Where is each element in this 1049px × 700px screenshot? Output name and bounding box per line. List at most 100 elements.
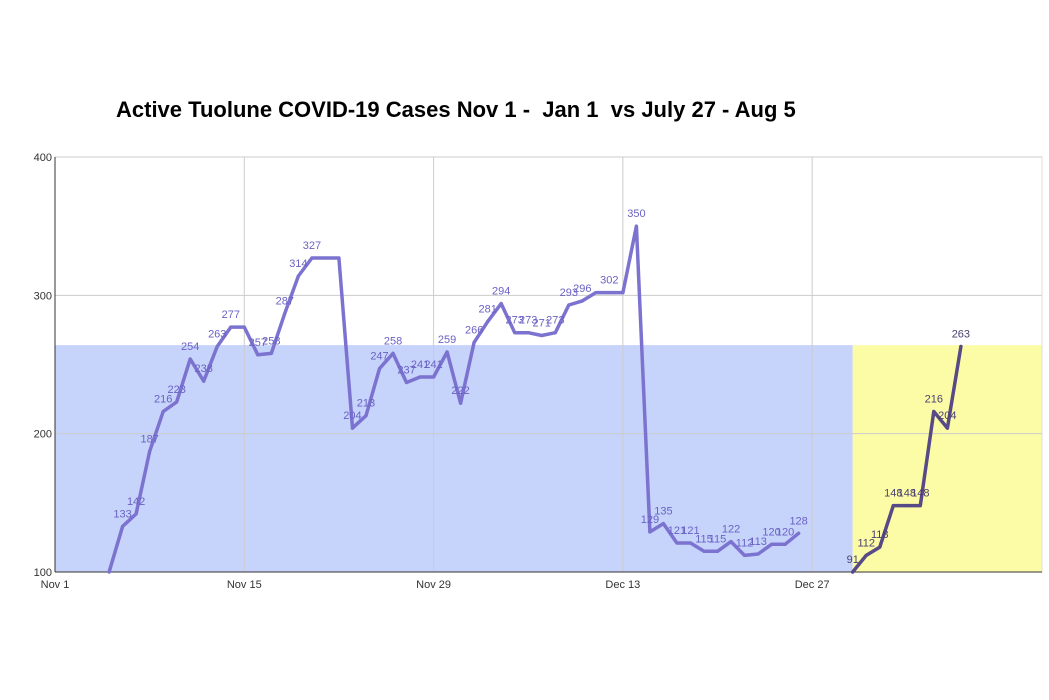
data-point-0-46 <box>729 539 733 544</box>
data-label-1-2: 118 <box>871 529 889 541</box>
data-point-0-36 <box>594 290 598 295</box>
data-point-1-5 <box>918 504 922 508</box>
data-point-0-2 <box>134 512 138 516</box>
x-tick-label-1: Nov 15 <box>227 579 262 591</box>
data-point-0-11 <box>256 353 260 357</box>
data-point-0-22 <box>404 380 409 385</box>
data-label-0-31: 273 <box>519 315 537 327</box>
data-point-0-41 <box>661 521 666 526</box>
data-label-0-3: 187 <box>140 434 158 446</box>
x-tick-label-2: Nov 29 <box>416 579 451 591</box>
x-tick-label-0: Nov 1 <box>41 579 70 591</box>
data-point-0-21 <box>391 351 395 356</box>
data-point-0-51 <box>797 531 801 535</box>
data-point-0-44 <box>702 549 706 553</box>
data-point-0-17 <box>337 256 341 260</box>
data-point-0-27 <box>472 340 476 344</box>
data-point-1-1 <box>864 553 868 558</box>
data-label-0-9: 277 <box>222 309 240 321</box>
data-label-0-44: 115 <box>695 533 713 545</box>
data-point-1-4 <box>905 504 909 508</box>
data-label-0-21: 258 <box>384 335 402 347</box>
data-point-0-24 <box>431 375 436 379</box>
data-label-0-25: 259 <box>438 334 456 346</box>
data-point-0-12 <box>269 351 273 356</box>
data-label-1-3: 148 <box>884 488 902 500</box>
data-label-0-39: 350 <box>627 208 645 220</box>
data-point-0-32 <box>540 333 544 338</box>
data-label-0-28: 281 <box>478 304 496 316</box>
axes: 100 200 300 400 Nov 1 Nov 15 Nov 29 Dec 13 Dec 2… <box>34 152 1042 591</box>
data-label-1-1: 112 <box>857 537 875 549</box>
data-point-0-39 <box>634 224 638 228</box>
data-label-0-13: 287 <box>276 295 294 307</box>
data-label-0-33: 273 <box>546 315 564 327</box>
x-tick-label-4: Dec 27 <box>795 579 830 591</box>
data-point-1-0 <box>851 570 855 574</box>
data-label-1-7: 204 <box>938 410 956 422</box>
data-label-0-34: 293 <box>560 287 578 299</box>
data-label-0-24: 241 <box>424 359 442 371</box>
x-tick-label-3: Dec 13 <box>605 579 640 591</box>
data-label-0-51: 128 <box>789 515 807 527</box>
data-point-0-50 <box>783 542 787 546</box>
data-label-0-30: 273 <box>506 315 524 327</box>
data-label-0-14: 314 <box>289 258 307 270</box>
data-point-0-19 <box>364 414 368 418</box>
data-point-0-13 <box>283 311 287 315</box>
data-label-0-12: 258 <box>262 335 280 347</box>
data-label-1-0: 91 <box>847 554 859 566</box>
data-label-0-42: 121 <box>668 525 686 537</box>
y-tick-label-0: 100 <box>34 567 52 579</box>
data-label-0-6: 254 <box>181 341 199 353</box>
data-point-0-8 <box>215 344 219 349</box>
chart-title: Active Tuolune COVID-19 Cases Nov 1 - Ja… <box>116 97 796 122</box>
data-label-0-15: 327 <box>303 240 321 252</box>
data-point-0-6 <box>188 357 192 361</box>
data-point-0-0 <box>107 570 111 574</box>
data-label-0-45: 115 <box>709 533 727 545</box>
data-point-0-29 <box>499 302 503 306</box>
data-point-0-37 <box>607 290 611 295</box>
data-label-0-48: 113 <box>749 536 767 548</box>
data-label-0-47: 112 <box>736 537 754 549</box>
data-label-0-50: 120 <box>776 526 794 538</box>
data-label-0-46: 122 <box>722 524 740 536</box>
y-tick-label-3: 400 <box>34 152 52 164</box>
data-label-0-49: 120 <box>762 526 780 538</box>
data-label-1-8: 263 <box>952 329 970 341</box>
data-point-0-28 <box>486 320 490 324</box>
data-point-0-47 <box>742 553 747 558</box>
data-point-0-25 <box>445 350 449 354</box>
data-label-0-40: 129 <box>641 514 659 526</box>
data-label-0-29: 294 <box>492 286 510 298</box>
data-point-0-34 <box>567 303 571 307</box>
y-tick-label-1: 200 <box>34 429 52 441</box>
data-point-0-23 <box>418 375 422 379</box>
data-point-0-5 <box>175 400 179 404</box>
data-point-0-20 <box>377 367 382 371</box>
data-point-0-30 <box>513 331 517 335</box>
data-point-0-38 <box>621 290 625 295</box>
data-label-0-2: 142 <box>127 496 145 508</box>
data-point-1-7 <box>945 426 949 430</box>
data-point-0-33 <box>553 331 557 335</box>
data-label-0-32: 271 <box>533 317 551 329</box>
data-label-0-23: 241 <box>411 359 429 371</box>
data-label-0-19: 213 <box>357 398 375 410</box>
data-label-0-27: 266 <box>465 324 483 336</box>
data-label-0-22: 237 <box>397 364 415 376</box>
data-label-0-37: 302 <box>600 275 618 287</box>
data-point-0-9 <box>229 325 233 329</box>
data-label-0-26: 222 <box>451 385 469 397</box>
data-label-0-8: 263 <box>208 329 226 341</box>
data-label-0-4: 216 <box>154 394 172 406</box>
data-labels: 1331421872162232542382632772572582873143… <box>113 208 970 566</box>
data-point-1-3 <box>891 504 895 508</box>
data-point-1-2 <box>878 545 882 549</box>
data-point-0-45 <box>715 549 720 553</box>
data-label-0-1: 133 <box>113 508 131 520</box>
data-point-0-4 <box>161 409 165 414</box>
data-label-1-4: 148 <box>898 488 916 500</box>
data-point-0-48 <box>756 552 760 556</box>
